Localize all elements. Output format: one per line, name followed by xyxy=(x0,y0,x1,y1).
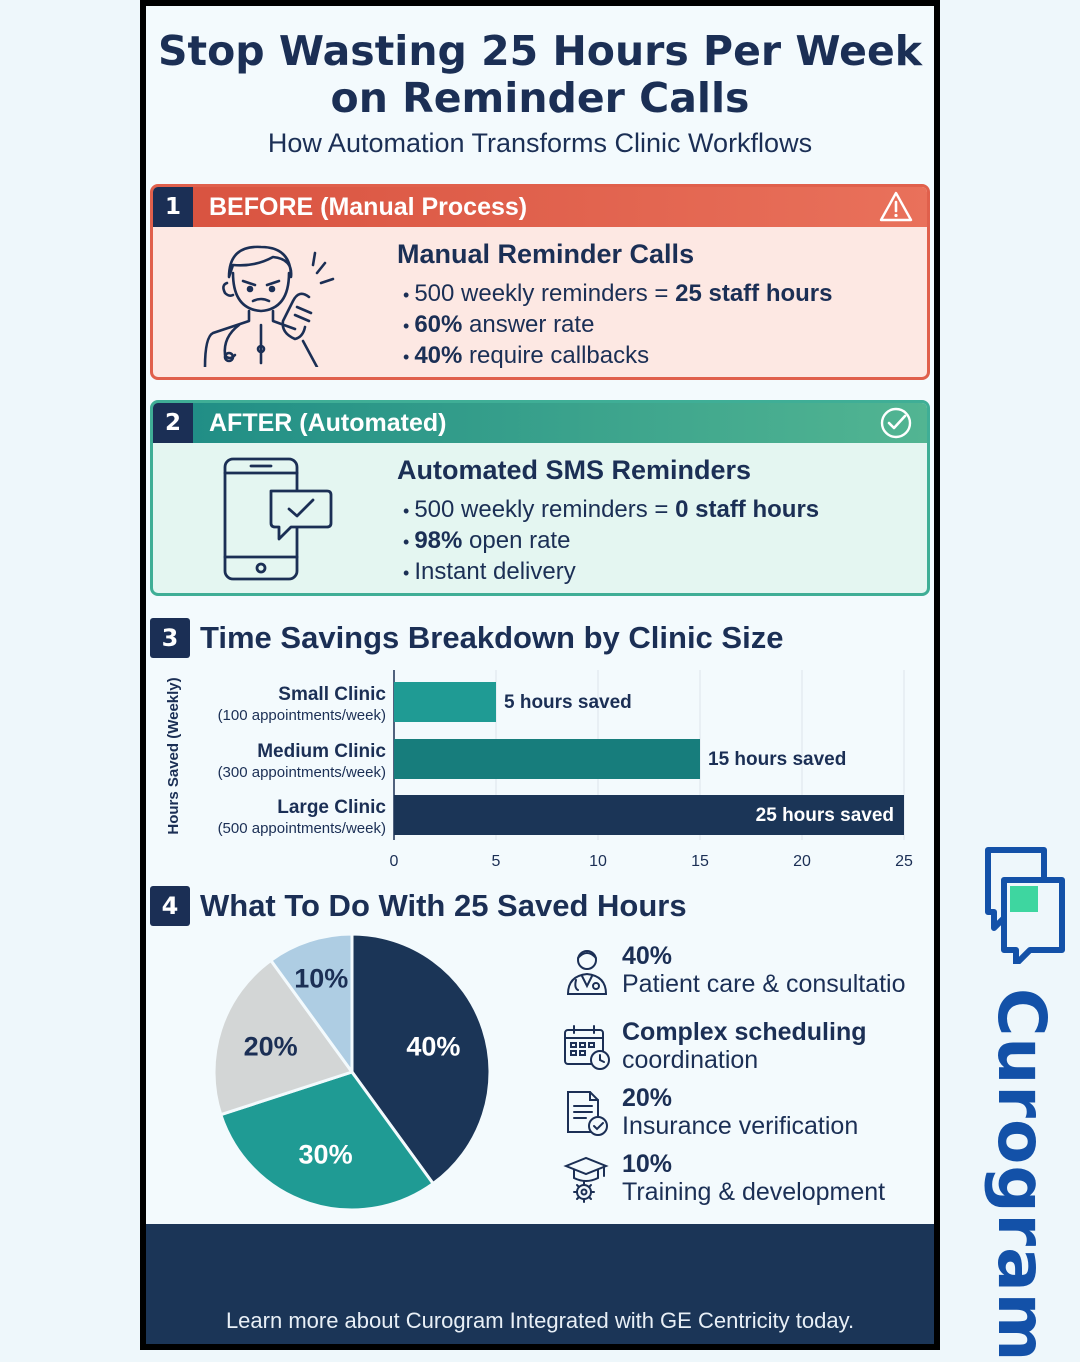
before-bullet-1: 500 weekly reminders = 25 staff hours xyxy=(403,279,832,310)
bar xyxy=(394,739,700,779)
bar xyxy=(394,682,496,722)
calendar-clock-icon xyxy=(564,1025,610,1070)
graduation-gear-icon xyxy=(563,1156,609,1203)
y-axis-label: Hours Saved (Weekly) xyxy=(165,677,182,834)
pie-slice xyxy=(350,932,492,1186)
pie-slice xyxy=(212,958,355,1117)
legend-pct-10: 10% xyxy=(622,1150,673,1178)
x-tick-label: 25 xyxy=(895,853,913,870)
legend-text-scheduling: Complex scheduling xyxy=(622,1018,867,1046)
after-header: 2 AFTER (Automated) xyxy=(153,403,927,443)
warning-icon xyxy=(879,191,913,222)
after-heading: Automated SMS Reminders xyxy=(397,455,752,485)
pie-slice xyxy=(218,1070,436,1212)
pie-slice-label: 20% xyxy=(244,1032,298,1062)
infographic-card: Stop Wasting 25 Hours Per Week on Remind… xyxy=(140,0,940,1350)
legend-text-insurance: Insurance verification xyxy=(622,1112,859,1140)
legend-text-training: Training & development xyxy=(622,1178,886,1206)
category-label: Large Clinic xyxy=(277,797,386,818)
pie-slice xyxy=(268,932,354,1077)
after-bullets: 500 weekly reminders = 0 staff hours 98%… xyxy=(403,495,819,588)
after-bullet-1: 500 weekly reminders = 0 staff hours xyxy=(403,495,819,526)
category-note: (500 appointments/week) xyxy=(218,820,386,837)
section-3-title: Time Savings Breakdown by Clinic Size xyxy=(200,620,784,655)
bar-data-label: 25 hours saved xyxy=(756,805,894,826)
curogram-logo-icon xyxy=(985,847,1065,964)
pie-slice-label: 40% xyxy=(406,1032,460,1062)
doctor-icon xyxy=(566,950,608,995)
before-bullet-2: 60% answer rate xyxy=(403,310,832,341)
bar-data-label: 15 hours saved xyxy=(708,749,846,770)
section-3-number: 3 xyxy=(150,618,190,658)
before-bullet-3: 40% require callbacks xyxy=(403,341,832,372)
footer-band: Learn more about Curogram Integrated wit… xyxy=(146,1224,934,1344)
infographic-body: Stop Wasting 25 Hours Per Week on Remind… xyxy=(146,6,934,1344)
x-tick-label: 5 xyxy=(492,853,501,870)
category-note: (300 appointments/week) xyxy=(218,764,386,781)
legend-text-coordination: coordination xyxy=(622,1046,759,1074)
category-note: (100 appointments/week) xyxy=(218,707,386,724)
before-header: 1 BEFORE (Manual Process) xyxy=(153,187,927,227)
section-4-title: What To Do With 25 Saved Hours xyxy=(200,888,687,923)
before-number: 1 xyxy=(153,187,193,227)
title-line-1: Stop Wasting 25 Hours Per Week xyxy=(157,27,923,75)
bar-data-label: 5 hours saved xyxy=(504,692,632,713)
page-title: Stop Wasting 25 Hours Per Week on Remind… xyxy=(146,28,934,122)
before-panel: 1 BEFORE (Manual Process) xyxy=(150,184,930,380)
brand-wordmark: Curogram xyxy=(983,988,1060,1362)
after-bullet-2: 98% open rate xyxy=(403,526,819,557)
footer-cta-text[interactable]: Learn more about Curogram Integrated wit… xyxy=(225,1308,855,1333)
after-label: AFTER (Automated) xyxy=(209,409,447,437)
x-tick-label: 15 xyxy=(691,853,709,870)
after-panel: 2 AFTER (Automated) Automated xyxy=(150,400,930,596)
after-number: 2 xyxy=(153,403,193,443)
legend-pct-20: 20% xyxy=(622,1084,673,1112)
before-bullets: 500 weekly reminders = 25 staff hours 60… xyxy=(403,279,832,372)
legend-text-patient-care: Patient care & consultatio xyxy=(622,970,906,998)
pie-slice-label: 30% xyxy=(299,1139,353,1169)
time-savings-bar-chart: 0 5 10 15 20 25 Hours Saved (Weekly) Small Clin… xyxy=(165,670,913,870)
category-label: Medium Clinic xyxy=(257,741,386,762)
stressed-doctor-phone-icon xyxy=(203,245,335,367)
pie-slice-label: 10% xyxy=(294,964,348,994)
saved-hours-pie-chart: 40% 30% 20% 10% xyxy=(212,932,492,1212)
x-tick-label: 20 xyxy=(793,853,811,870)
after-bullet-3: Instant delivery xyxy=(403,557,819,588)
before-heading: Manual Reminder Calls xyxy=(397,239,695,269)
category-label: Small Clinic xyxy=(278,684,386,705)
check-circle-icon xyxy=(880,407,912,439)
section-4-number: 4 xyxy=(150,886,190,926)
smartphone-message-icon xyxy=(223,457,333,581)
document-check-icon xyxy=(567,1091,608,1136)
legend-pct-40: 40% xyxy=(622,942,673,970)
page-subtitle: How Automation Transforms Clinic Workflo… xyxy=(267,128,813,158)
title-line-2: on Reminder Calls xyxy=(330,74,750,122)
bar xyxy=(394,795,904,835)
x-tick-label: 0 xyxy=(390,853,399,870)
before-label: BEFORE (Manual Process) xyxy=(209,193,528,221)
x-tick-label: 10 xyxy=(589,853,607,870)
